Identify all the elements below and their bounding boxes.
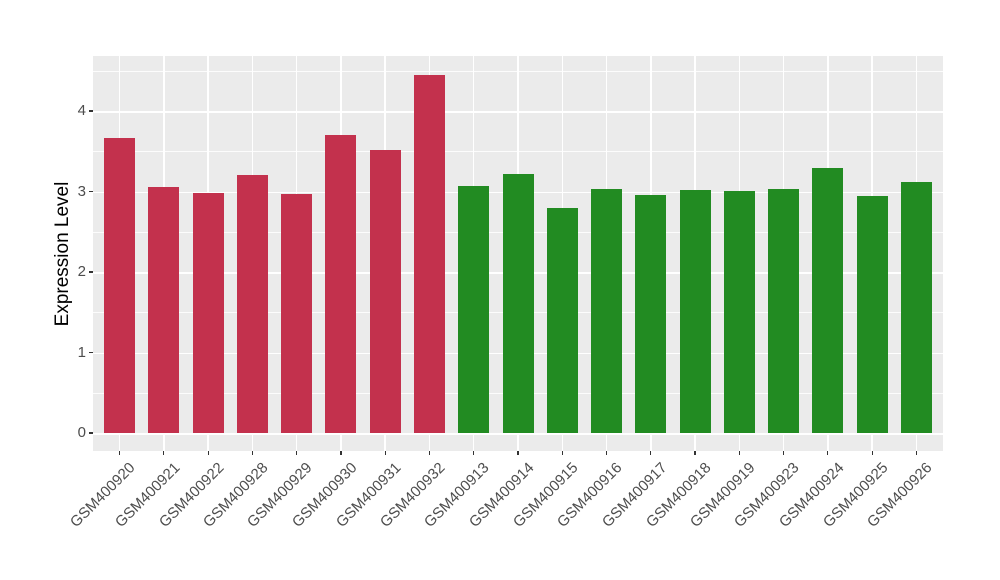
- y-tick-mark: [89, 432, 93, 434]
- y-tick-label: 4: [77, 102, 86, 119]
- bar-GSM400915: [546, 207, 578, 433]
- x-tick-mark: [561, 451, 563, 455]
- x-tick-mark: [384, 451, 386, 455]
- bar-GSM400920: [104, 138, 136, 433]
- y-tick-label: 0: [77, 424, 86, 441]
- x-tick-mark: [605, 451, 608, 455]
- x-tick-mark: [738, 451, 740, 455]
- bar-GSM400930: [325, 135, 357, 433]
- bar-GSM400919: [723, 190, 755, 433]
- bar-GSM400921: [148, 187, 180, 433]
- x-tick-mark: [871, 451, 873, 455]
- y-tick-mark: [89, 190, 93, 193]
- x-tick-mark: [650, 451, 652, 455]
- bar-GSM400922: [192, 193, 224, 433]
- x-tick-mark: [296, 451, 298, 455]
- x-tick-mark: [694, 451, 696, 455]
- bar-GSM400926: [900, 181, 932, 433]
- bar-GSM400928: [236, 175, 268, 433]
- bar-GSM400931: [369, 149, 401, 433]
- bar-GSM400923: [768, 189, 800, 433]
- bar-GSM400924: [812, 168, 844, 433]
- bar-GSM400925: [856, 196, 888, 433]
- y-tick-mark: [89, 271, 93, 273]
- x-tick-mark: [915, 451, 918, 455]
- x-tick-mark: [428, 451, 431, 455]
- x-tick-mark: [473, 451, 475, 455]
- bar-GSM400913: [458, 185, 490, 433]
- bar-GSM400914: [502, 173, 534, 433]
- bar-GSM400917: [635, 194, 667, 433]
- y-tick-label: 3: [77, 182, 86, 200]
- x-tick-mark: [340, 451, 342, 455]
- x-tick-mark: [783, 451, 785, 455]
- x-tick-mark: [207, 451, 209, 455]
- bar-GSM400918: [679, 189, 711, 433]
- bar-GSM400932: [413, 74, 445, 433]
- bar-GSM400916: [591, 189, 623, 433]
- y-tick-mark: [89, 110, 93, 112]
- x-tick-mark: [827, 451, 829, 455]
- x-tick-mark: [118, 451, 121, 455]
- y-tick-mark: [89, 351, 93, 354]
- bar-GSM400929: [281, 193, 313, 433]
- y-tick-label: 2: [77, 263, 86, 280]
- x-tick-mark: [251, 451, 253, 455]
- y-axis-title: Expression Level: [52, 181, 73, 327]
- x-tick-mark: [163, 451, 165, 455]
- y-tick-label: 1: [77, 343, 86, 361]
- x-tick-mark: [517, 451, 519, 455]
